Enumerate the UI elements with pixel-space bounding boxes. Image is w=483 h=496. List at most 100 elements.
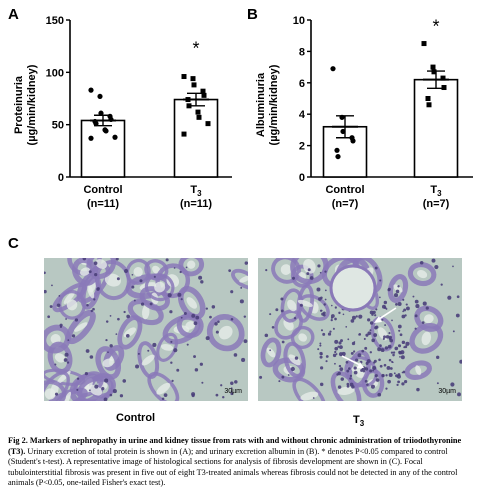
nucleus: [271, 325, 275, 329]
chart-b-ylabel-line2: (µg/min/kidney): [268, 64, 280, 145]
nucleus: [319, 355, 323, 359]
nucleus: [76, 377, 80, 380]
nucleus: [401, 382, 405, 386]
tubule: [58, 290, 86, 320]
scale-bar-control: 30µm: [224, 388, 242, 395]
tubule-lumen: [287, 299, 297, 312]
nucleus: [346, 369, 350, 373]
nucleus: [214, 322, 218, 326]
tubule: [77, 375, 114, 401]
chart-a-proteinuria: Proteinuria (µg/min/kidney) 0 50 100 150 Con…: [13, 15, 232, 210]
chart-b-ytick-label: 6: [299, 78, 305, 90]
nucleus: [358, 333, 360, 336]
nucleus: [44, 289, 47, 294]
tubule: [387, 274, 409, 303]
nucleus: [230, 392, 234, 396]
nucleus: [54, 363, 57, 366]
nucleus: [215, 393, 219, 397]
nucleus: [269, 349, 271, 352]
chart-b-ytick-label: 4: [299, 109, 306, 121]
caption-lead: Fig 2. Markers of nephropathy in urine a…: [8, 436, 462, 456]
nucleus: [378, 358, 381, 362]
nucleus: [105, 320, 109, 323]
chart-a-point: [181, 74, 187, 80]
nucleus: [84, 371, 89, 376]
tubule-lumen: [44, 388, 56, 400]
nucleus: [194, 368, 199, 372]
nucleus: [65, 318, 67, 320]
nucleus: [319, 309, 323, 312]
chart-b-ytick-label: 0: [299, 172, 305, 184]
nucleus: [329, 330, 332, 333]
nucleus: [217, 320, 220, 323]
nucleus: [385, 374, 388, 377]
nucleus: [319, 351, 323, 356]
chart-a-point: [205, 121, 211, 127]
nucleus: [440, 283, 443, 286]
nucleus: [342, 313, 345, 316]
tubule: [95, 346, 122, 380]
nucleus: [239, 299, 244, 304]
nucleus: [401, 371, 404, 374]
nucleus: [396, 374, 401, 379]
nucleus: [269, 313, 272, 316]
chart-a-point: [88, 135, 94, 141]
nucleus: [320, 329, 324, 332]
nucleus: [393, 372, 396, 375]
tubule-lumen: [280, 264, 292, 275]
tubule-lumen: [337, 386, 355, 396]
tubule-lumen: [102, 358, 114, 368]
chart-a-ytick-label: 50: [52, 120, 64, 132]
nucleus: [140, 302, 145, 306]
chart-b-ytick-label: 10: [293, 15, 305, 27]
chart-a-point: [185, 97, 191, 103]
tubule: [137, 341, 160, 379]
nucleus: [74, 318, 79, 322]
tubule-lumen: [266, 347, 276, 358]
nucleus: [49, 305, 53, 308]
tubule: [330, 370, 362, 401]
nucleus: [107, 351, 109, 354]
nucleus: [330, 304, 333, 307]
nucleus: [319, 342, 322, 345]
nucleus: [379, 279, 382, 282]
nucleus: [243, 339, 248, 344]
nucleus: [312, 397, 315, 399]
nucleus: [390, 351, 394, 354]
nucleus: [369, 310, 374, 315]
chart-b-albuminuria: Albuminuria (µg/min/kidney) 0 2 4 6 8 10 Contr…: [255, 15, 473, 210]
nucleus: [455, 313, 460, 318]
tubule-lumen: [66, 299, 78, 311]
chart-a-point: [112, 134, 118, 140]
nucleus: [358, 314, 363, 319]
nucleus: [290, 366, 295, 372]
nucleus: [56, 303, 61, 308]
nucleus: [369, 321, 374, 325]
nucleus: [230, 381, 234, 385]
nucleus: [385, 307, 388, 310]
nucleus: [388, 358, 392, 362]
nucleus: [374, 314, 377, 317]
nucleus: [320, 366, 324, 370]
nucleus: [278, 380, 281, 383]
nucleus: [412, 295, 415, 298]
chart-b-point: [430, 64, 436, 70]
nucleus: [339, 345, 343, 349]
nucleus: [170, 361, 173, 364]
tubule: [283, 341, 306, 378]
nucleus: [338, 311, 341, 315]
nucleus: [381, 304, 386, 309]
nucleus: [334, 339, 339, 344]
nucleus: [419, 260, 424, 265]
tubule-lumen: [239, 275, 248, 283]
nucleus: [93, 298, 96, 301]
nucleus: [371, 313, 374, 316]
nucleus: [387, 379, 391, 384]
nucleus: [89, 355, 94, 359]
nucleus: [58, 295, 61, 297]
nucleus: [133, 299, 136, 302]
nucleus: [230, 317, 234, 321]
arrow-head: [374, 316, 382, 323]
nucleus: [173, 267, 176, 269]
nucleus: [280, 297, 284, 301]
